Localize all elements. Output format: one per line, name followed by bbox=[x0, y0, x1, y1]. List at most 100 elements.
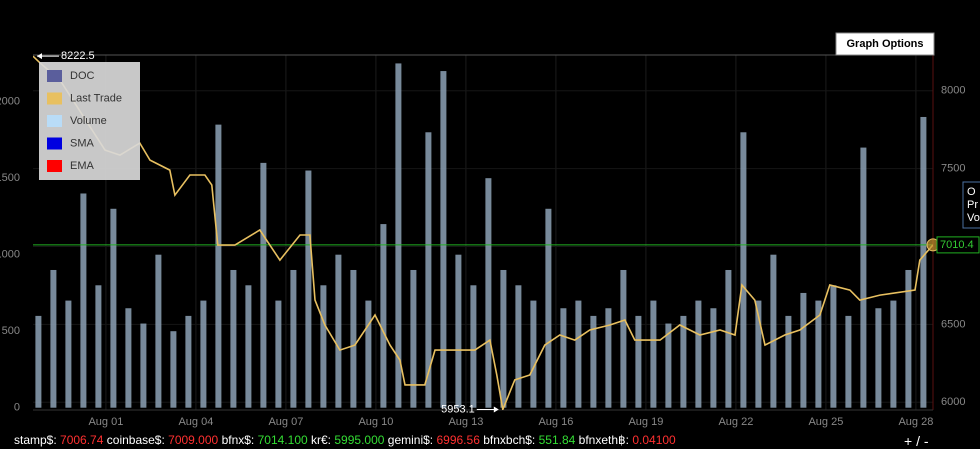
volume-bar bbox=[890, 300, 897, 408]
legend-label: Last Trade bbox=[70, 92, 122, 104]
volume-bar bbox=[560, 308, 567, 408]
volume-bar bbox=[365, 300, 372, 408]
volume-bar bbox=[350, 269, 357, 408]
volume-bar bbox=[830, 285, 837, 408]
ticker-name: stamp$: bbox=[14, 433, 57, 447]
y2-tick-label: 8000 bbox=[941, 85, 965, 97]
ticker-value: 6996.56 bbox=[436, 433, 480, 447]
y2-tick-label: 7500 bbox=[941, 163, 965, 175]
zoom-control[interactable]: + / - bbox=[904, 433, 929, 449]
volume-bar bbox=[800, 292, 807, 408]
legend: DOC Last Trade Volume SMA EMA bbox=[39, 62, 140, 180]
current-price-label: 7010.4 bbox=[940, 239, 974, 251]
plot bbox=[33, 55, 933, 410]
volume-bar bbox=[215, 124, 222, 408]
volume-bar bbox=[80, 193, 87, 408]
volume-bar bbox=[335, 254, 342, 408]
volume-bar bbox=[620, 269, 627, 408]
ticker-value: 551.84 bbox=[538, 433, 576, 447]
ticker-name: gemini$: bbox=[387, 433, 434, 447]
volume-bar bbox=[290, 269, 297, 408]
volume-bar bbox=[275, 300, 282, 408]
volume-bar bbox=[470, 285, 477, 408]
volume-bar bbox=[140, 323, 147, 408]
volume-bar bbox=[665, 323, 672, 408]
x-tick-label: Aug 19 bbox=[628, 416, 663, 428]
y2-tick-label: 6500 bbox=[941, 318, 965, 330]
y-tick-label: 0 bbox=[14, 402, 20, 414]
x-tick-label: Aug 28 bbox=[898, 416, 933, 428]
x-tick-label: Aug 25 bbox=[808, 416, 843, 428]
y-tick-label: 1000 bbox=[0, 249, 20, 261]
volume-bar bbox=[260, 162, 267, 408]
volume-bar bbox=[515, 285, 522, 408]
legend-label: EMA bbox=[70, 160, 95, 172]
ticker-value: 7009.000 bbox=[168, 433, 219, 447]
volume-bar bbox=[695, 300, 702, 408]
tooltip-box bbox=[962, 181, 980, 229]
legend-label: Volume bbox=[70, 115, 107, 127]
volume-bar bbox=[920, 116, 927, 408]
legend-swatch bbox=[47, 115, 62, 127]
x-tick-label: Aug 01 bbox=[88, 416, 123, 428]
ticker-name: bfnx$: bbox=[221, 433, 255, 447]
volume-bar bbox=[65, 300, 72, 408]
x-tick-label: Aug 07 bbox=[268, 416, 303, 428]
y-tick-label: 500 bbox=[2, 325, 20, 337]
volume-bar bbox=[770, 254, 777, 408]
tooltip-line: Vo bbox=[967, 212, 980, 224]
max-arrow-head bbox=[37, 53, 42, 60]
ticker-name: kr€: bbox=[311, 433, 332, 447]
volume-bar bbox=[725, 269, 732, 408]
ticker-value: 5995.000 bbox=[334, 433, 385, 447]
volume-bar bbox=[680, 315, 687, 408]
x-tick-label: Aug 04 bbox=[178, 416, 213, 428]
tooltip-line: Pr bbox=[967, 199, 978, 211]
ticker-name: coinbase$: bbox=[106, 433, 165, 447]
volume-bar bbox=[860, 147, 867, 408]
price-line bbox=[33, 55, 933, 410]
graph-options-button-bg[interactable] bbox=[835, 32, 935, 56]
ticker-name: bfnxeth฿: bbox=[578, 433, 629, 447]
volume-bar bbox=[170, 331, 177, 408]
legend-swatch bbox=[47, 137, 62, 150]
volume-bar bbox=[875, 308, 882, 408]
x-tick-label: Aug 16 bbox=[538, 416, 573, 428]
current-price-box bbox=[936, 236, 980, 254]
ticker-value: 7006.74 bbox=[60, 433, 104, 447]
volume-bar bbox=[575, 300, 582, 408]
legend-label: DOC bbox=[70, 70, 95, 82]
ticker: stamp$: 7006.74 coinbase$: 7009.000 bfnx… bbox=[14, 433, 676, 447]
volume-bar bbox=[230, 269, 237, 408]
volume-bar bbox=[95, 285, 102, 408]
volume-bar bbox=[155, 254, 162, 408]
tooltip-line: O bbox=[967, 186, 976, 198]
volume-bar bbox=[590, 315, 597, 408]
volume-bar bbox=[545, 208, 552, 408]
ticker-value: 7014.100 bbox=[257, 433, 308, 447]
legend-label: SMA bbox=[70, 137, 95, 149]
x-tick-label: Aug 13 bbox=[448, 416, 483, 428]
volume-bar bbox=[185, 315, 192, 408]
volume-bar bbox=[785, 315, 792, 408]
volume-bar bbox=[650, 300, 657, 408]
volume-bar bbox=[305, 170, 312, 408]
volume-bar bbox=[200, 300, 207, 408]
x-tick-label: Aug 10 bbox=[358, 416, 393, 428]
legend-swatch bbox=[47, 92, 62, 105]
volume-bar bbox=[500, 269, 507, 408]
volume-bar bbox=[845, 315, 852, 408]
volume-bar bbox=[635, 315, 642, 408]
volume-bar bbox=[410, 269, 417, 408]
max-label: 8222.5 bbox=[61, 50, 95, 62]
graph-options-button[interactable]: Graph Options bbox=[847, 38, 924, 50]
ticker-value: 0.04100 bbox=[632, 433, 676, 447]
volume-bar bbox=[245, 285, 252, 408]
x-tick-label: Aug 22 bbox=[718, 416, 753, 428]
volume-bar bbox=[35, 315, 42, 408]
volume-bar bbox=[125, 308, 132, 408]
volume-bar bbox=[815, 300, 822, 408]
volume-bar bbox=[710, 308, 717, 408]
volume-bar bbox=[485, 178, 492, 408]
